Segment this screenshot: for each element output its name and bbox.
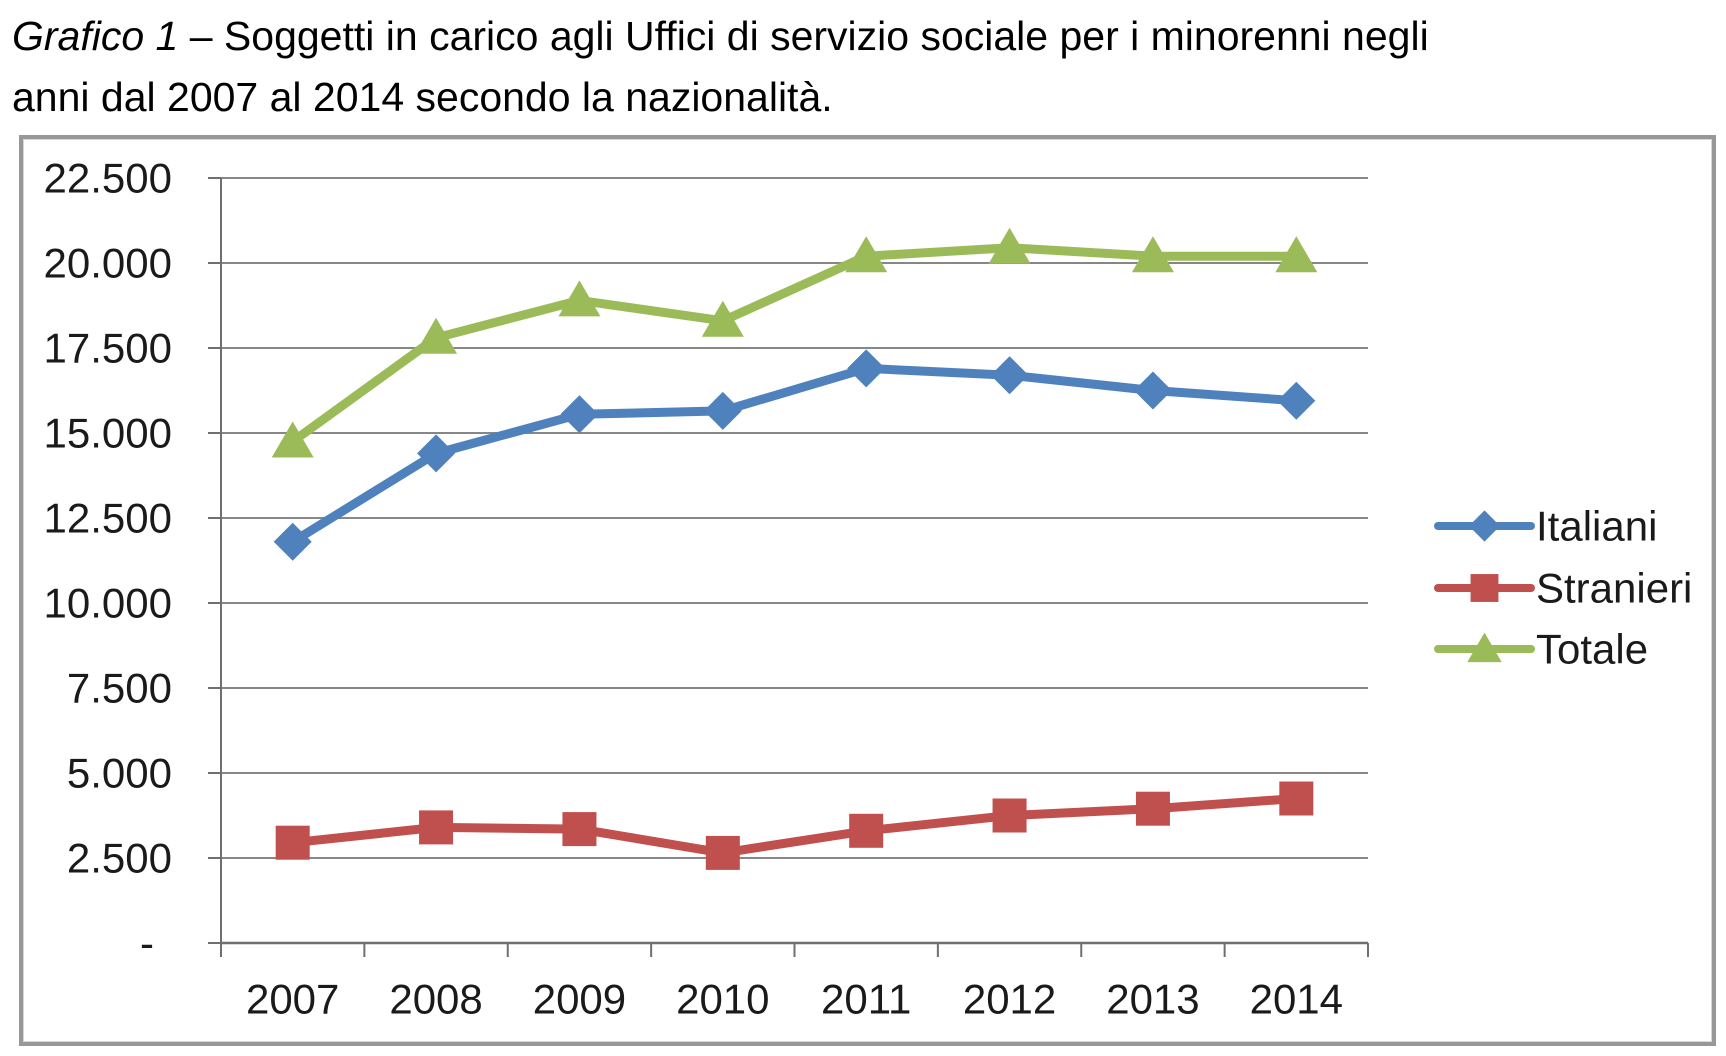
chart-title-line2: anni dal 2007 al 2014 secondo la naziona…	[12, 74, 833, 120]
legend-item-totale: Totale	[1434, 626, 1648, 673]
chart-area: 22.500 20.000 17.500 15.000 12.500 10.000 7.50…	[19, 135, 1716, 1046]
series-italiani-marker	[1277, 381, 1316, 420]
series-stranieri-marker	[1135, 791, 1170, 826]
series-italiani-marker	[560, 395, 599, 434]
series-totale-marker	[1131, 236, 1174, 273]
x-tick-label: 2011	[821, 976, 911, 1023]
series-totale-marker	[271, 421, 314, 458]
chart-title-prefix: Grafico 1	[12, 13, 179, 59]
series-stranieri-marker	[275, 825, 310, 860]
series-stranieri-marker	[849, 813, 884, 848]
legend-label: Totale	[1536, 626, 1648, 673]
series-totale-marker	[701, 300, 744, 337]
legend-label: Stranieri	[1536, 565, 1692, 612]
x-tick-label: 2008	[389, 976, 482, 1023]
series-italiani-marker	[990, 356, 1029, 395]
legend-item-stranieri: Stranieri	[1434, 565, 1692, 612]
series-italiani-marker	[417, 434, 456, 473]
series-italiani-marker	[847, 349, 886, 388]
x-tick-label: 2013	[1106, 976, 1199, 1023]
x-tick-label: 2010	[676, 976, 769, 1023]
y-tick-label: 17.500	[44, 325, 172, 372]
series-totale-marker	[988, 227, 1031, 264]
series-stranieri-marker	[992, 798, 1027, 833]
series-italiani-marker	[703, 391, 742, 430]
series-stranieri-marker	[419, 810, 454, 845]
y-tick-label: 7.500	[67, 665, 172, 712]
y-tick-label: 22.500	[44, 155, 172, 202]
series-totale-line	[288, 243, 1301, 446]
y-tick-label: -	[140, 920, 154, 967]
legend-italiani-marker	[1468, 510, 1501, 542]
series-totale-marker	[845, 236, 888, 273]
series-italiani-marker	[273, 522, 312, 561]
legend-stranieri-marker	[1470, 574, 1499, 602]
series-totale-marker	[1275, 236, 1318, 273]
series-italiani-marker	[1133, 371, 1172, 410]
y-tick-label: 15.000	[44, 410, 172, 457]
series-italiani-line	[288, 363, 1301, 547]
line-chart: 22.500 20.000 17.500 15.000 12.500 10.000 7.50…	[44, 155, 1693, 1023]
x-tick-label: 2009	[533, 976, 626, 1023]
series-stranieri-marker	[562, 812, 597, 847]
legend-label: Italiani	[1536, 503, 1657, 550]
legend-totale-marker	[1467, 632, 1502, 663]
x-tick-label: 2012	[963, 976, 1056, 1023]
chart-title: Grafico 1 – Soggetti in carico agli Uffi…	[12, 6, 1672, 128]
y-tick-label: 10.000	[44, 580, 172, 627]
series-stranieri-marker	[705, 835, 740, 870]
y-tick-label: 20.000	[44, 240, 172, 287]
y-tick-label: 5.000	[67, 750, 172, 797]
series-totale-marker	[415, 317, 458, 354]
x-tick-label: 2007	[246, 976, 339, 1023]
x-tick-label: 2014	[1250, 976, 1343, 1023]
chart-title-line1-rest: – Soggetti in carico agli Uffici di serv…	[178, 13, 1429, 59]
chart-title-line1: Grafico 1 – Soggetti in carico agli Uffi…	[12, 6, 1672, 67]
series-stranieri-line	[288, 794, 1301, 858]
series-stranieri-marker	[1279, 781, 1314, 816]
y-tick-label: 2.500	[67, 835, 172, 882]
series-totale-marker	[558, 280, 601, 317]
y-tick-label: 12.500	[44, 495, 172, 542]
